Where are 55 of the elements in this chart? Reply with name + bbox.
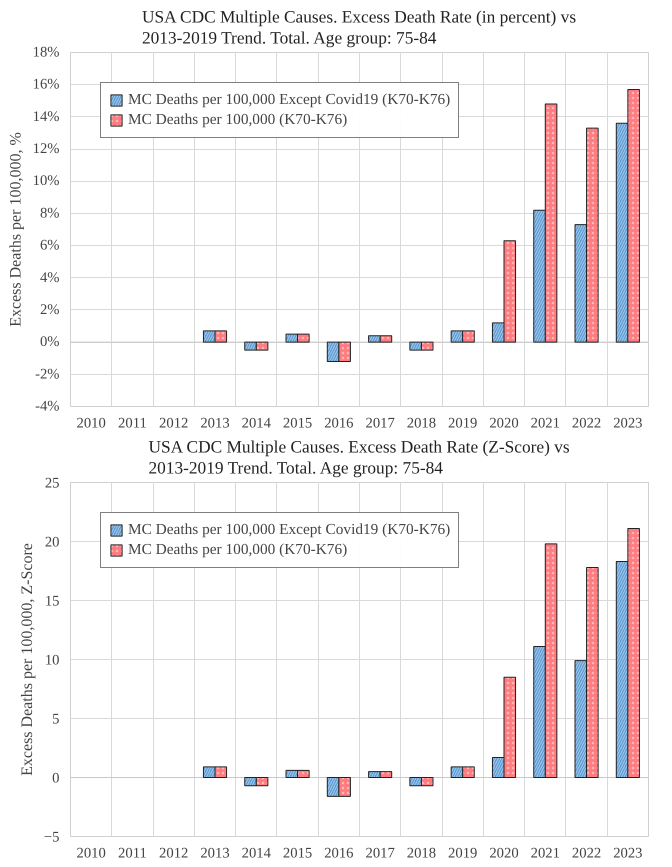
y-tick-label: 6% — [40, 238, 60, 254]
y-tick-label: 25 — [44, 476, 60, 492]
y-tick-label: −5 — [44, 830, 60, 846]
x-tick-label: 2016 — [324, 846, 354, 862]
x-tick-label: 2017 — [365, 416, 395, 432]
x-tick-label: 2023 — [613, 416, 643, 432]
chart-title: USA CDC Multiple Causes. Excess Death Rate (Z-Score) vs 2013-2019 Trend. Total. Age group: 75-84 — [148, 438, 570, 478]
x-tick-label: 2012 — [159, 846, 188, 862]
y-axis-title: Excess Deaths per 100,000, % — [8, 132, 25, 327]
y-axis-title: Excess Deaths per 100,000, Z-Score — [18, 543, 36, 776]
x-tick-label: 2020 — [489, 846, 519, 862]
legend-label: MC Deaths per 100,000 (K70-K76) — [128, 541, 348, 559]
y-tick-label: 5 — [52, 712, 60, 728]
y-tick-label: 15 — [44, 594, 60, 610]
x-tick-label: 2010 — [76, 846, 106, 862]
x-tick-label: 2019 — [448, 846, 478, 862]
y-tick-label: 0 — [52, 770, 60, 786]
x-tick-label: 2022 — [572, 846, 602, 862]
x-tick-label: 2017 — [365, 846, 395, 862]
y-tick-label: 0% — [40, 334, 60, 350]
x-tick-label: 2019 — [448, 416, 478, 432]
y-tick-label: 20 — [44, 534, 60, 550]
x-tick-label: 2013 — [200, 416, 230, 432]
legend-label: MC Deaths per 100,000 (K70-K76) — [128, 111, 348, 129]
y-tick-label: 18% — [32, 44, 60, 60]
x-tick-label: 2021 — [530, 846, 560, 862]
y-tick-label: -4% — [35, 398, 60, 414]
y-tick-label: 16% — [32, 76, 60, 93]
legend-label: MC Deaths per 100,000 Except Covid19 (K70-K76) — [128, 521, 450, 539]
x-tick-label: 2016 — [324, 416, 354, 432]
x-tick-label: 2022 — [572, 416, 602, 432]
x-tick-label: 2013 — [200, 846, 230, 862]
x-tick-label: 2010 — [76, 416, 106, 432]
y-tick-label: 12% — [32, 141, 60, 158]
y-tick-label: 8% — [40, 205, 60, 222]
x-tick-label: 2018 — [406, 846, 436, 862]
y-tick-label: 2% — [40, 302, 60, 318]
x-tick-label: 2023 — [613, 846, 643, 862]
y-tick-label: 10% — [32, 173, 60, 190]
y-tick-label: -2% — [35, 366, 60, 382]
x-tick-label: 2012 — [159, 416, 188, 432]
y-tick-label: 4% — [40, 270, 60, 286]
x-tick-label: 2011 — [118, 846, 147, 862]
y-tick-label: 14% — [32, 108, 60, 125]
x-tick-label: 2021 — [530, 416, 560, 432]
x-tick-label: 2015 — [282, 416, 312, 432]
chart-title: USA CDC Multiple Causes. Excess Death Rate (in percent) vs 2013-2019 Trend. Total. Age group: 75-84 — [142, 8, 576, 48]
x-tick-label: 2020 — [489, 416, 519, 432]
x-tick-label: 2015 — [282, 846, 312, 862]
x-tick-label: 2011 — [118, 416, 147, 432]
x-tick-label: 2018 — [406, 416, 436, 432]
x-tick-label: 2014 — [242, 846, 272, 862]
x-tick-label: 2014 — [242, 416, 272, 432]
y-tick-label: 10 — [44, 652, 60, 668]
legend-label: MC Deaths per 100,000 Except Covid19 (K70-K76) — [128, 91, 450, 109]
